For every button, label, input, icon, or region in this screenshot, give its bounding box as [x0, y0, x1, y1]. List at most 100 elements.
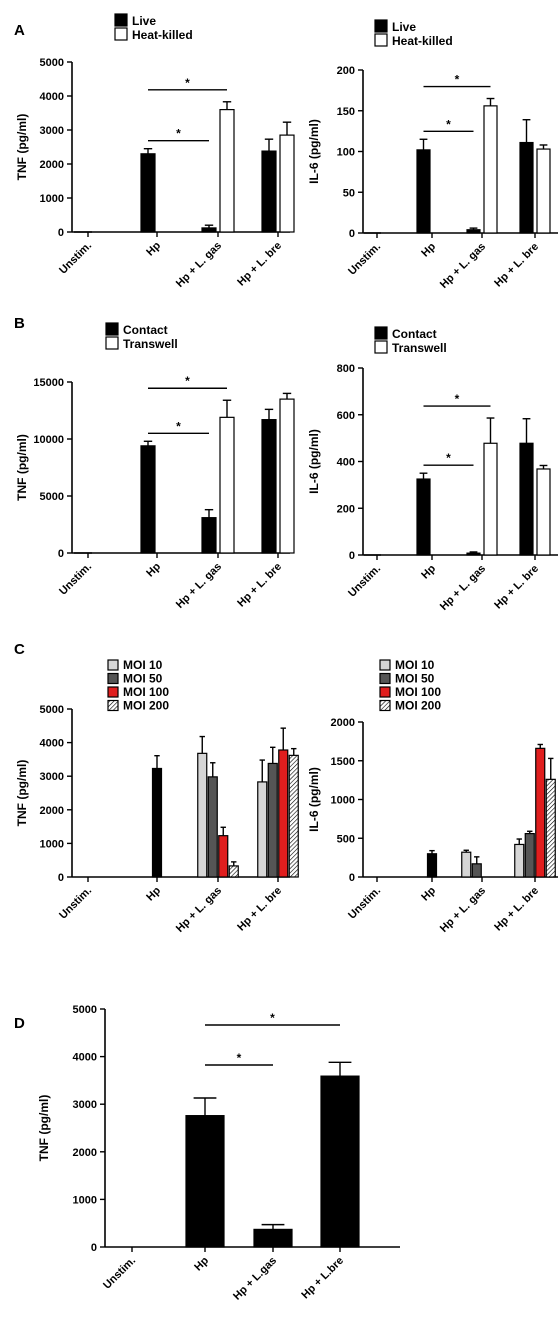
chart-panel-A-0: 0 1000 2000 3000 4000 5000 TNF (pg/ml) Unstim. H…	[15, 13, 295, 290]
bar	[257, 781, 268, 878]
y-tick-label: 1000	[40, 838, 64, 850]
bar	[519, 442, 534, 556]
bar	[278, 749, 289, 878]
chart-panel-B-2: 0 5000 10000 15000 TNF (pg/ml) Unstim. Hp Hp + …	[15, 322, 295, 611]
bar	[207, 776, 218, 878]
legend-label: MOI 50	[123, 672, 163, 686]
panel-label-A: A	[14, 22, 25, 39]
x-tick-label: Hp	[144, 239, 163, 258]
x-tick-label: Hp + L. bre	[235, 240, 284, 289]
y-tick-label: 4000	[73, 1052, 97, 1064]
y-tick-label: 0	[91, 1242, 97, 1254]
legend-swatch	[374, 326, 388, 340]
bar	[219, 416, 235, 554]
significance-star: *	[446, 451, 451, 465]
y-tick-label: 0	[349, 550, 355, 562]
significance-star: *	[270, 1011, 275, 1025]
bar	[483, 442, 498, 556]
bar	[524, 832, 535, 878]
legend-swatch	[379, 686, 391, 698]
y-axis-label: IL-6 (pg/ml)	[307, 429, 321, 494]
bar	[535, 747, 546, 878]
y-tick-label: 4000	[40, 738, 64, 750]
y-tick-label: 3000	[73, 1099, 97, 1111]
legend-label: Contact	[123, 323, 168, 337]
bar	[536, 148, 551, 234]
legend-swatch	[114, 27, 128, 41]
x-tick-label: Hp + L. gas	[438, 885, 488, 935]
x-tick-label: Hp	[144, 884, 163, 903]
bar	[140, 445, 156, 554]
significance-star: *	[185, 76, 190, 90]
y-tick-label: 500	[337, 833, 355, 845]
bar	[279, 134, 295, 233]
bar	[536, 468, 551, 556]
bar	[185, 1115, 225, 1248]
y-tick-label: 0	[58, 227, 64, 239]
y-tick-label: 400	[337, 457, 355, 469]
bar	[466, 552, 481, 556]
x-tick-label: Hp	[192, 1254, 211, 1273]
y-tick-label: 2000	[73, 1147, 97, 1159]
y-tick-label: 800	[337, 363, 355, 375]
bar	[267, 762, 278, 878]
x-tick-label: Hp	[419, 562, 438, 581]
bar	[140, 153, 156, 233]
x-tick-label: Hp + L. bre	[492, 563, 541, 612]
panel-label-B: B	[14, 315, 25, 332]
legend-label: MOI 50	[395, 672, 435, 686]
significance-star: *	[176, 419, 181, 433]
significance-star: *	[185, 374, 190, 388]
legend-swatch	[114, 13, 128, 27]
x-tick-label: Hp + L.gas	[231, 1255, 279, 1303]
y-axis-label: TNF (pg/ml)	[15, 434, 29, 501]
legend-swatch	[374, 340, 388, 354]
y-axis-label: IL-6 (pg/ml)	[307, 767, 321, 832]
x-tick-label: Unstim.	[346, 885, 383, 922]
y-tick-label: 0	[58, 872, 64, 884]
y-tick-label: 5000	[40, 491, 64, 503]
y-tick-label: 5000	[40, 57, 64, 69]
bar	[253, 1228, 293, 1248]
bar	[201, 517, 217, 554]
significance-star: *	[455, 73, 460, 87]
bar	[466, 229, 481, 234]
significance-star: *	[455, 392, 460, 406]
legend-label: Heat-killed	[132, 28, 193, 42]
x-tick-label: Unstim.	[346, 241, 383, 278]
bar	[461, 851, 472, 878]
y-tick-label: 4000	[40, 91, 64, 103]
x-tick-label: Unstim.	[101, 1255, 138, 1292]
y-tick-label: 150	[337, 106, 355, 118]
x-tick-label: Hp + L. gas	[174, 561, 224, 611]
y-tick-label: 3000	[40, 125, 64, 137]
y-tick-label: 2000	[40, 805, 64, 817]
bar	[519, 141, 534, 234]
bar	[320, 1075, 360, 1248]
y-tick-label: 0	[349, 872, 355, 884]
legend-swatch	[107, 686, 119, 698]
legend-label: Live	[132, 14, 156, 28]
y-tick-label: 0	[58, 548, 64, 560]
legend-label: MOI 100	[395, 685, 441, 699]
y-tick-label: 1000	[40, 193, 64, 205]
y-tick-label: 100	[337, 147, 355, 159]
y-tick-label: 0	[349, 228, 355, 240]
y-tick-label: 1000	[73, 1194, 97, 1206]
x-tick-label: Unstim.	[57, 885, 94, 922]
bar	[151, 767, 163, 878]
y-tick-label: 5000	[73, 1004, 97, 1016]
y-tick-label: 15000	[33, 377, 64, 389]
legend-swatch	[107, 672, 119, 685]
y-tick-label: 200	[337, 65, 355, 77]
x-tick-label: Hp + L. bre	[492, 241, 541, 290]
y-axis-label: IL-6 (pg/ml)	[307, 119, 321, 184]
bar	[426, 853, 438, 878]
y-tick-label: 10000	[33, 434, 64, 446]
chart-panel-D-6: 0 1000 2000 3000 4000 5000 TNF (pg/ml) Unstim. H…	[37, 1004, 400, 1303]
bar	[514, 843, 525, 878]
